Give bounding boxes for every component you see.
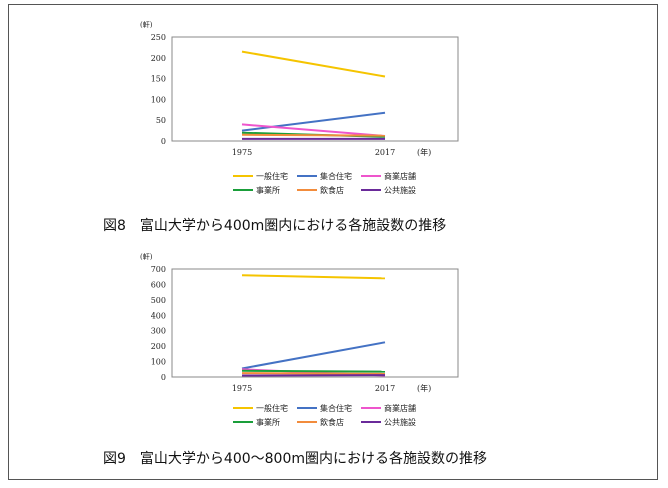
legend-label: 商業店舗 bbox=[384, 171, 416, 181]
series-line bbox=[241, 372, 386, 375]
legend-item: 一般住宅 bbox=[233, 403, 297, 414]
legend-swatch bbox=[361, 189, 381, 191]
x-tick-label: 1975 bbox=[232, 148, 252, 157]
legend-item: 一般住宅 bbox=[233, 171, 297, 182]
legend-label: 公共施設 bbox=[384, 185, 416, 195]
y-tick-label: 250 bbox=[151, 33, 166, 42]
x-tick-label: 2017 bbox=[375, 384, 395, 393]
y-tick-label: 150 bbox=[151, 75, 166, 84]
legend-fig8: 一般住宅 集合住宅 商業店舗 事業所 飲食店 公共施設 bbox=[233, 169, 425, 197]
legend-swatch bbox=[297, 421, 317, 423]
legend-item: 飲食店 bbox=[297, 185, 361, 196]
legend-item: 事業所 bbox=[233, 417, 297, 428]
series-line bbox=[241, 341, 386, 370]
y-tick-label: 700 bbox=[151, 265, 166, 274]
y-tick-label: 50 bbox=[156, 116, 166, 125]
series-line bbox=[241, 133, 386, 137]
legend-fig9: 一般住宅 集合住宅 商業店舗 事業所 飲食店 公共施設 bbox=[233, 401, 425, 429]
legend-label: 一般住宅 bbox=[256, 171, 288, 181]
legend-swatch bbox=[297, 407, 317, 409]
legend-item: 飲食店 bbox=[297, 417, 361, 428]
y-tick-label: 0 bbox=[161, 373, 166, 382]
legend-item: 商業店舗 bbox=[361, 403, 425, 414]
legend-swatch bbox=[233, 189, 253, 191]
legend-label: 飲食店 bbox=[320, 185, 344, 195]
legend-swatch bbox=[233, 407, 253, 409]
x-tick-label: 1975 bbox=[232, 384, 252, 393]
y-tick-label: 200 bbox=[151, 342, 166, 351]
legend-swatch bbox=[233, 175, 253, 177]
figure-caption-fig8: 図8 富山大学から400m圏内における各施設数の推移 bbox=[103, 218, 447, 234]
legend-swatch bbox=[297, 189, 317, 191]
legend-item: 集合住宅 bbox=[297, 171, 361, 182]
legend-label: 集合住宅 bbox=[320, 403, 352, 413]
legend-swatch bbox=[297, 175, 317, 177]
y-tick-label: 100 bbox=[151, 95, 166, 104]
y-tick-label: 100 bbox=[151, 358, 166, 367]
y-unit-label: (軒) bbox=[140, 253, 153, 261]
plot-area bbox=[171, 268, 459, 378]
series-line bbox=[241, 123, 386, 137]
legend-label: 公共施設 bbox=[384, 417, 416, 427]
series-line bbox=[241, 369, 386, 373]
legend-item: 事業所 bbox=[233, 185, 297, 196]
legend-swatch bbox=[361, 421, 381, 423]
x-tick-label: 2017 bbox=[375, 148, 395, 157]
y-tick-label: 300 bbox=[151, 327, 166, 336]
legend-label: 一般住宅 bbox=[256, 403, 288, 413]
legend-item: 商業店舗 bbox=[361, 171, 425, 182]
legend-swatch bbox=[361, 407, 381, 409]
y-tick-label: 0 bbox=[161, 137, 166, 146]
legend-item: 公共施設 bbox=[361, 185, 425, 196]
legend-label: 飲食店 bbox=[320, 417, 344, 427]
legend-item: 公共施設 bbox=[361, 417, 425, 428]
figure-frame: 0 50 100 150 200 250 (軒) 1975 2017 (年) 0 100 200 300 4… bbox=[8, 4, 658, 480]
y-tick-label: 600 bbox=[151, 280, 166, 289]
legend-swatch bbox=[361, 175, 381, 177]
legend-label: 集合住宅 bbox=[320, 171, 352, 181]
figure-caption-fig9: 図9 富山大学から400～800m圏内における各施設数の推移 bbox=[103, 451, 487, 467]
plot-area bbox=[171, 36, 459, 142]
legend-label: 事業所 bbox=[256, 417, 280, 427]
y-tick-label: 400 bbox=[151, 311, 166, 320]
series-line bbox=[241, 274, 386, 280]
y-tick-label: 200 bbox=[151, 54, 166, 63]
y-tick-label: 500 bbox=[151, 296, 166, 305]
series-line bbox=[241, 50, 386, 78]
x-unit-label: (年) bbox=[417, 383, 431, 393]
legend-swatch bbox=[233, 421, 253, 423]
legend-label: 商業店舗 bbox=[384, 403, 416, 413]
legend-item: 集合住宅 bbox=[297, 403, 361, 414]
charts-canvas: 0 50 100 150 200 250 (軒) 1975 2017 (年) 0 100 200 300 4… bbox=[140, 21, 459, 393]
y-unit-label: (軒) bbox=[140, 21, 153, 29]
legend-label: 事業所 bbox=[256, 185, 280, 195]
x-unit-label: (年) bbox=[417, 147, 431, 157]
series-line bbox=[241, 111, 386, 132]
